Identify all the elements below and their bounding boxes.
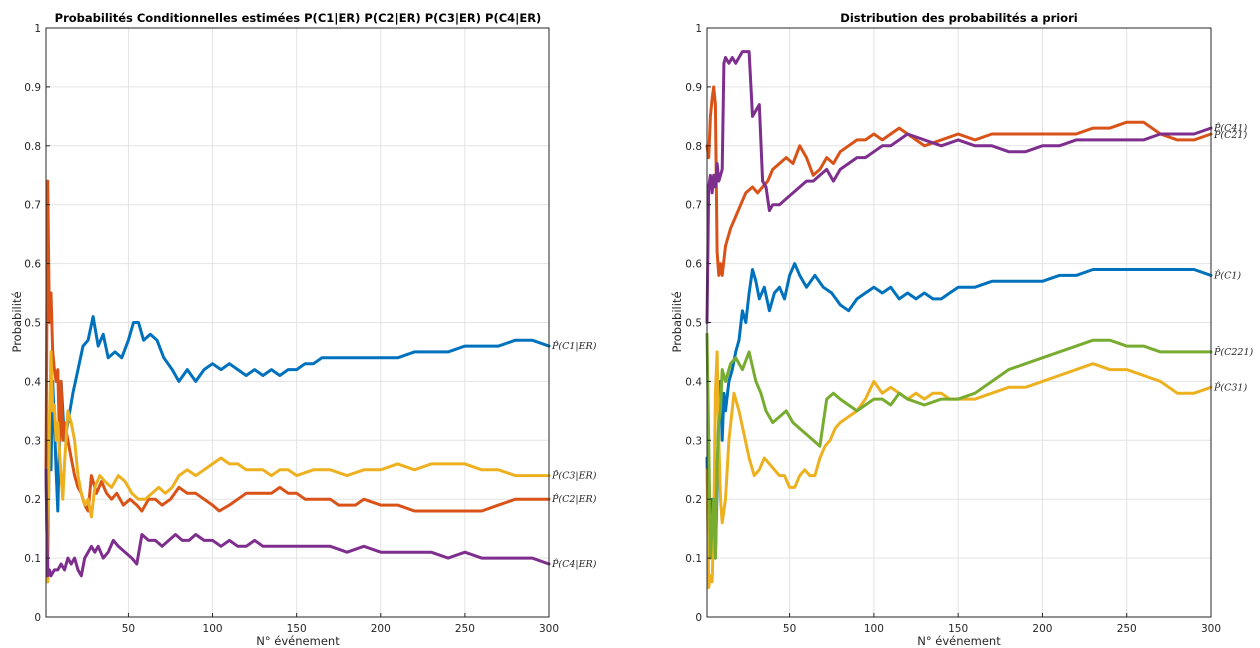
x-tick-label: 150 [948, 623, 968, 635]
y-tick-label: 0.3 [24, 435, 41, 447]
y-tick-label: 0.9 [685, 82, 702, 94]
series-line [705, 332, 1213, 560]
y-tick-label: 0.4 [24, 376, 41, 388]
ticks: 50 100 150 200 250 300 0 0.1 0.2 0.3 0.4 0.5 0.6 0.7 0… [24, 23, 559, 635]
x-tick-label: 50 [122, 623, 135, 635]
series-line [705, 50, 1213, 324]
x-tick-label: 250 [455, 623, 475, 635]
series-end-label: P̂(C21) [1213, 129, 1247, 141]
series-line [705, 262, 1213, 560]
series-line [705, 350, 1213, 589]
x-axis-label: N° événement [917, 634, 1001, 648]
x-tick-label: 50 [783, 623, 796, 635]
y-tick-label: 0.6 [685, 259, 702, 271]
y-tick-label: 0.7 [685, 200, 702, 212]
end-labels: P̂(C41)P̂(C21) P̂(C1) P̂(C221) P̂(C31) [1213, 122, 1253, 393]
y-tick-label: 1 [695, 23, 702, 35]
chart-title: Distribution des probabilités a priori [840, 11, 1077, 25]
series-line [44, 468, 551, 578]
y-tick-label: 0.1 [685, 553, 702, 565]
y-tick-label: 0.5 [685, 318, 702, 330]
grid [707, 27, 1212, 618]
y-tick-label: 0.2 [24, 494, 41, 506]
series-end-label: P̂(C221) [1213, 346, 1253, 358]
x-tick-label: 200 [371, 623, 391, 635]
y-tick-label: 0 [34, 612, 41, 624]
grid [46, 27, 550, 618]
series-end-label: P̂(C2|ER) [551, 493, 597, 505]
ticks: 50 100 150 200 250 300 0 0.1 0.2 0.3 0.4 0.5 0.6 0.7 0… [685, 23, 1221, 635]
y-tick-label: 0.8 [685, 141, 702, 153]
y-tick-label: 0.4 [685, 376, 702, 388]
series-end-label: P̂(C4|ER) [551, 558, 597, 570]
series-end-label: P̂(C3|ER) [551, 470, 597, 482]
series-line [44, 350, 551, 584]
x-tick-label: 300 [539, 623, 559, 635]
series-line [44, 315, 551, 584]
chart-right: Distribution des probabilités a priori 5… [670, 11, 1253, 648]
series-end-label: P̂(C1) [1213, 270, 1241, 282]
y-tick-label: 0 [695, 612, 702, 624]
series-line [705, 85, 1213, 277]
x-tick-label: 200 [1032, 623, 1052, 635]
chart-left: Probabilités Conditionnelles estimées P(… [10, 11, 597, 648]
series-line [44, 179, 551, 513]
series-group [44, 179, 551, 584]
x-tick-label: 150 [287, 623, 307, 635]
x-axis-label: N° événement [256, 634, 340, 648]
series-end-label: P̂(C41) [1213, 122, 1247, 134]
chart-title: Probabilités Conditionnelles estimées P(… [55, 11, 542, 25]
x-tick-label: 100 [864, 623, 884, 635]
y-tick-label: 0.3 [685, 435, 702, 447]
y-tick-label: 0.2 [685, 494, 702, 506]
y-tick-label: 0.8 [24, 141, 41, 153]
y-tick-label: 0.7 [24, 200, 41, 212]
y-axis-label: Probabilité [10, 291, 24, 352]
end-labels: P̂(C1|ER) P̂(C3|ER) P̂(C2|ER) P̂(C4|ER) [551, 340, 597, 570]
y-tick-label: 0.5 [24, 318, 41, 330]
y-tick-label: 0.1 [24, 553, 41, 565]
x-tick-label: 300 [1201, 623, 1221, 635]
y-axis-label: Probabilité [670, 291, 684, 352]
x-tick-label: 100 [203, 623, 223, 635]
y-tick-label: 0.6 [24, 259, 41, 271]
y-tick-label: 0.9 [24, 82, 41, 94]
series-group [705, 50, 1213, 589]
y-tick-label: 1 [34, 23, 41, 35]
x-tick-label: 250 [1117, 623, 1137, 635]
series-end-label: P̂(C31) [1213, 382, 1247, 394]
series-end-label: P̂(C1|ER) [551, 340, 597, 352]
